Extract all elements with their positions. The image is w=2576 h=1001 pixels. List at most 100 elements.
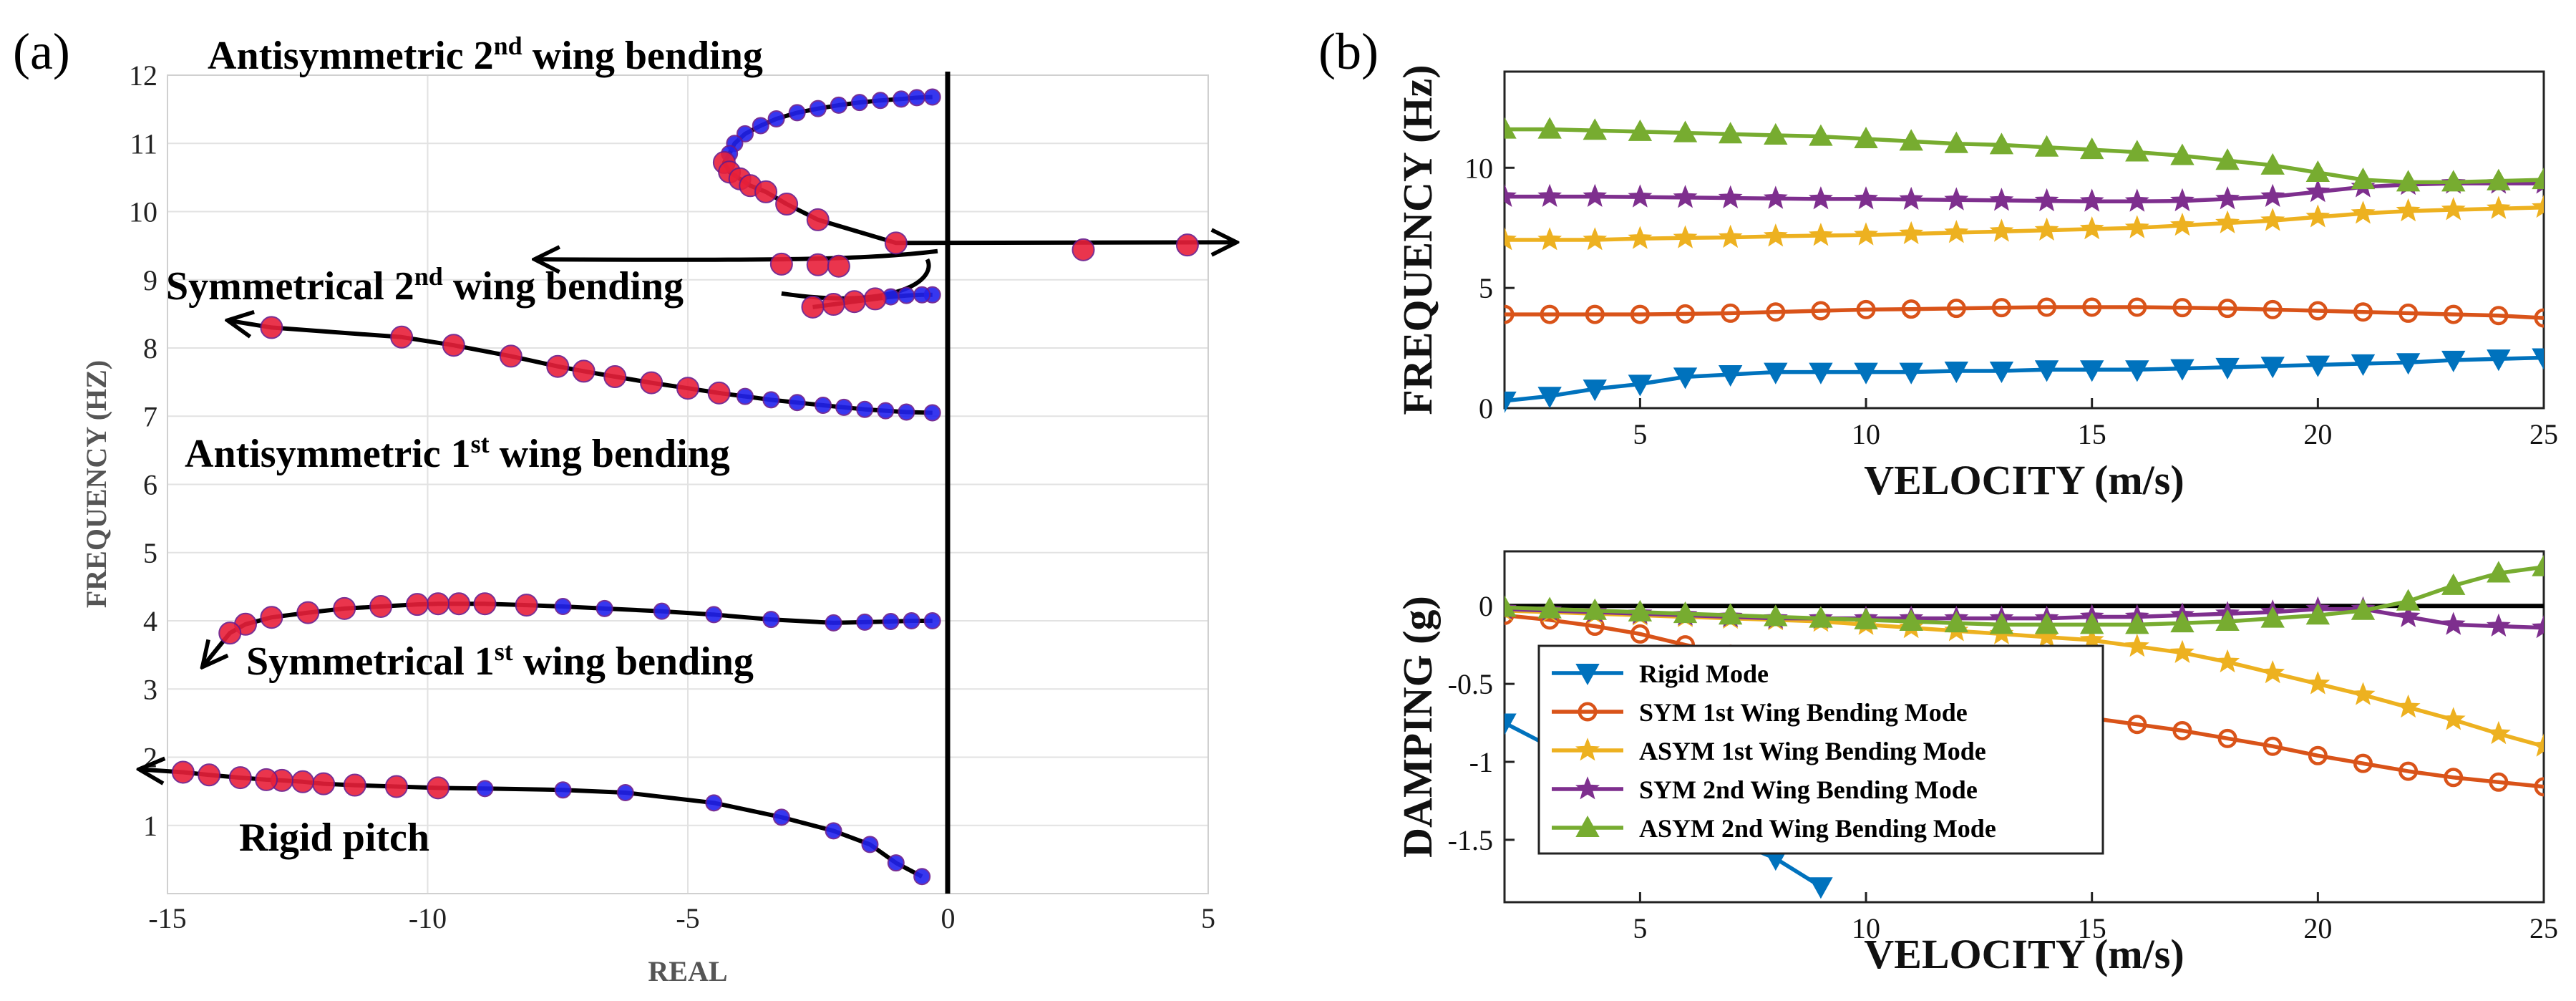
locus-point xyxy=(260,606,283,629)
marker-star xyxy=(1537,227,1562,251)
locus-point xyxy=(769,252,793,276)
marker-star xyxy=(2532,194,2544,218)
frequency-xlabel: VELOCITY (m/s) xyxy=(1864,457,2184,503)
marker-triangle-up xyxy=(2305,603,2330,625)
marker-triangle-up xyxy=(2215,148,2240,170)
marker-circle xyxy=(2534,777,2544,797)
marker-star xyxy=(2351,682,2376,705)
locus-point xyxy=(861,836,879,853)
x-tick-label: -5 xyxy=(676,902,699,934)
marker-circle xyxy=(2127,297,2147,317)
marker-star xyxy=(2124,188,2149,212)
series-line xyxy=(1505,565,2544,627)
locus-point xyxy=(572,359,596,383)
marker-triangle-up xyxy=(2079,137,2104,160)
marker-triangle-down xyxy=(1944,361,1969,384)
x-tick-label: 5 xyxy=(1633,912,1647,944)
marker-star xyxy=(2396,694,2421,718)
marker-triangle-down xyxy=(1718,365,1743,387)
annotation-sym2: Symmetrical 2nd wing bending xyxy=(166,262,684,309)
marker-triangle-up xyxy=(2125,140,2149,162)
locus-point xyxy=(842,290,866,314)
locus-point xyxy=(806,208,830,231)
x-tick-label: 5 xyxy=(1201,902,1215,934)
locus-point xyxy=(762,611,780,629)
marker-triangle-up xyxy=(1944,131,1969,153)
legend-label: Rigid Mode xyxy=(1639,659,1769,688)
marker-circle xyxy=(2534,308,2544,328)
marker-star xyxy=(2351,200,2376,224)
marker-triangle-down xyxy=(2487,349,2511,372)
marker-triangle-up xyxy=(1854,607,1878,629)
marker-circle xyxy=(2308,301,2328,321)
marker-triangle-up xyxy=(2351,168,2376,190)
marker-star xyxy=(1763,223,1788,247)
marker-circle xyxy=(1901,299,1921,319)
locus-point xyxy=(676,377,699,400)
marker-star xyxy=(1808,186,1833,210)
marker-star xyxy=(2079,188,2104,212)
locus-point xyxy=(856,613,874,631)
locus-point xyxy=(767,110,785,127)
locus-point xyxy=(554,597,572,615)
locus-branch-left xyxy=(537,251,938,260)
y-tick-label: 0 xyxy=(1479,392,1493,425)
marker-triangle-up xyxy=(1718,122,1743,144)
marker-circle xyxy=(2217,299,2237,319)
marker-triangle-up xyxy=(2487,561,2511,583)
locus-point xyxy=(762,391,780,409)
y-tick-label: 6 xyxy=(143,469,157,501)
locus-point xyxy=(596,599,613,617)
root-locus-points xyxy=(171,88,1199,886)
locus-point xyxy=(809,100,827,117)
marker-circle xyxy=(1578,702,1598,722)
marker-star xyxy=(2124,634,2149,657)
x-tick-label: 20 xyxy=(2303,418,2332,450)
locus-point xyxy=(850,94,868,112)
x-tick-label: 15 xyxy=(2078,912,2106,944)
marker-triangle-up xyxy=(1854,126,1878,148)
locus-point xyxy=(913,868,931,886)
locus-point xyxy=(825,614,842,632)
marker-triangle-up xyxy=(2260,606,2285,628)
annotation-sym1: Symmetrical 1st wing bending xyxy=(246,637,754,684)
marker-triangle-down xyxy=(1764,362,1788,385)
locus-point xyxy=(427,592,450,616)
locus-point xyxy=(863,287,887,311)
marker-triangle-up xyxy=(1583,598,1607,620)
locus-point xyxy=(772,808,790,826)
y-tick-label: 3 xyxy=(143,673,157,705)
marker-star xyxy=(2034,217,2059,241)
locus-point xyxy=(835,398,853,416)
marker-circle xyxy=(2444,304,2464,324)
locus-point xyxy=(887,854,905,872)
marker-star xyxy=(1575,776,1600,800)
damping-ylabel: DAMPING (g) xyxy=(1394,596,1441,858)
marker-star xyxy=(1989,218,2014,242)
locus-point xyxy=(603,365,627,389)
marker-triangle-up xyxy=(1944,611,1969,633)
marker-triangle-up xyxy=(2034,135,2059,157)
marker-star xyxy=(2260,183,2285,207)
marker-triangle-down xyxy=(1899,362,1923,385)
locus-point xyxy=(1071,238,1095,261)
marker-circle xyxy=(1505,304,1515,324)
marker-star xyxy=(1505,183,1517,207)
marker-triangle-up xyxy=(2170,143,2195,165)
marker-triangle-up xyxy=(1537,117,1562,139)
marker-triangle-down xyxy=(1989,361,2014,384)
locus-point xyxy=(260,316,283,339)
locus-point xyxy=(198,763,221,787)
marker-triangle-up xyxy=(2441,573,2466,595)
marker-triangle-up xyxy=(2305,160,2330,182)
locus-point xyxy=(923,612,941,629)
marker-star xyxy=(1537,183,1562,207)
marker-star xyxy=(2305,671,2330,695)
marker-star xyxy=(1944,187,1969,211)
annotation-asym2: Antisymmetric 2nd wing bending xyxy=(208,32,763,78)
marker-triangle-up xyxy=(1899,609,1923,631)
locus-point xyxy=(218,622,242,645)
locus-point xyxy=(384,775,408,798)
